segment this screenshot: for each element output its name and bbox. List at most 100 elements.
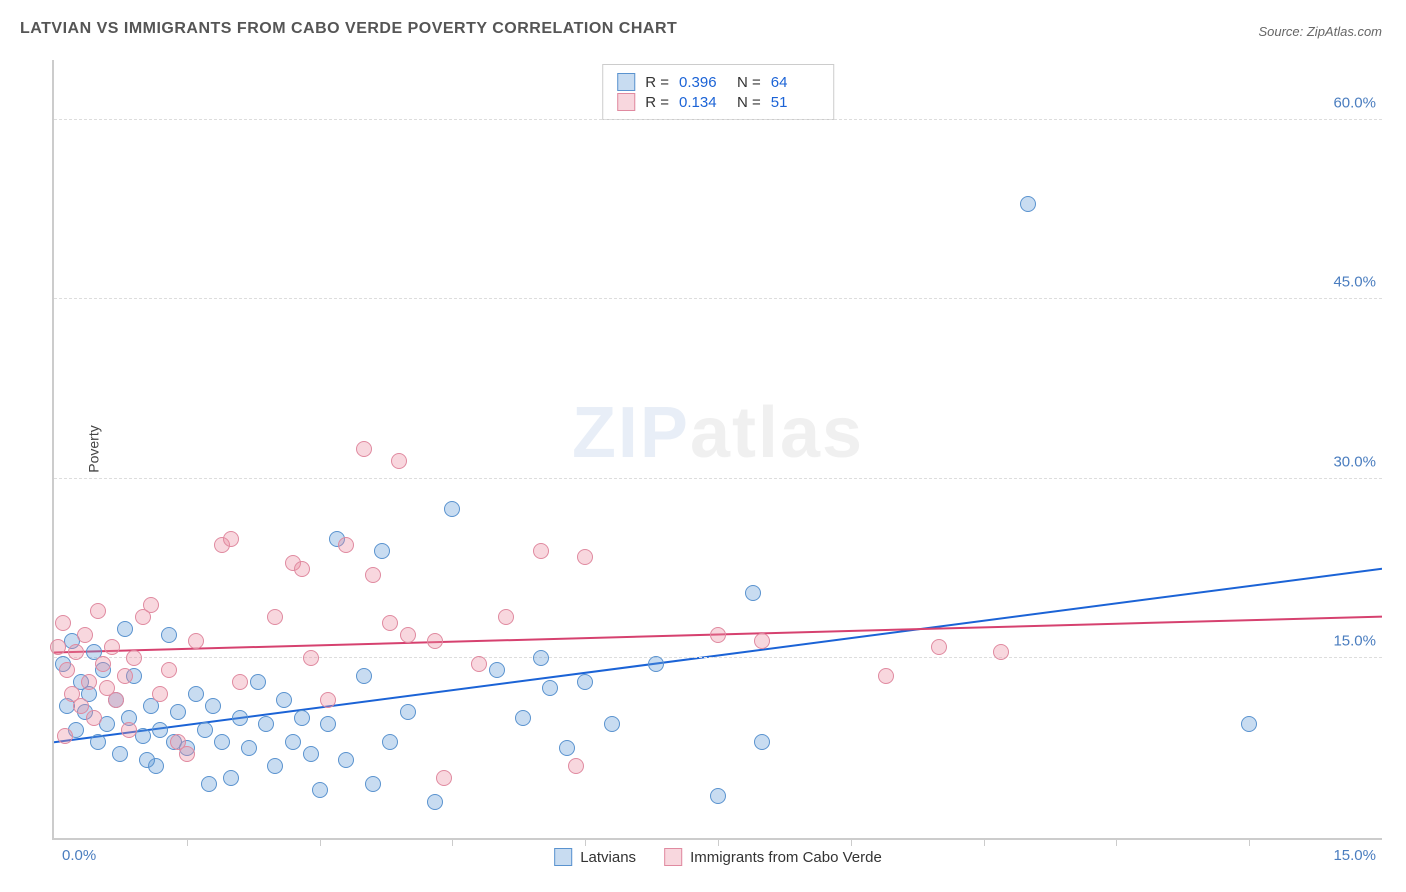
scatter-point: [356, 668, 372, 684]
scatter-point: [515, 710, 531, 726]
legend-stats-box: R = 0.396 N = 64 R = 0.134 N = 51: [602, 64, 834, 120]
scatter-point: [95, 656, 111, 672]
scatter-point: [108, 692, 124, 708]
x-tick: [1116, 838, 1117, 846]
watermark-zip: ZIP: [572, 393, 690, 473]
scatter-point: [1241, 716, 1257, 732]
watermark-atlas: atlas: [690, 393, 864, 473]
x-tick: [851, 838, 852, 846]
scatter-point: [365, 776, 381, 792]
n-value: 51: [771, 94, 819, 111]
scatter-point: [303, 746, 319, 762]
scatter-point: [577, 549, 593, 565]
scatter-point: [152, 722, 168, 738]
scatter-point: [320, 692, 336, 708]
scatter-point: [170, 704, 186, 720]
scatter-point: [143, 597, 159, 613]
scatter-point: [294, 561, 310, 577]
scatter-point: [188, 686, 204, 702]
watermark-logo: ZIPatlas: [572, 392, 864, 474]
scatter-point: [121, 722, 137, 738]
scatter-point: [223, 531, 239, 547]
scatter-point: [745, 585, 761, 601]
scatter-point: [436, 770, 452, 786]
legend-stats-row: R = 0.396 N = 64: [617, 73, 819, 91]
scatter-point: [267, 758, 283, 774]
x-axis-max-label: 15.0%: [1333, 847, 1376, 864]
n-value: 64: [771, 74, 819, 91]
scatter-point: [57, 728, 73, 744]
scatter-point: [90, 603, 106, 619]
scatter-point: [533, 650, 549, 666]
scatter-point: [112, 746, 128, 762]
y-tick-label: 60.0%: [1333, 94, 1376, 111]
scatter-point: [931, 639, 947, 655]
scatter-point: [604, 716, 620, 732]
x-tick: [585, 838, 586, 846]
scatter-point: [90, 734, 106, 750]
scatter-point: [754, 734, 770, 750]
trend-overlay: [54, 60, 1382, 838]
r-value: 0.396: [679, 74, 727, 91]
scatter-point: [77, 627, 93, 643]
scatter-point: [878, 668, 894, 684]
scatter-point: [993, 644, 1009, 660]
scatter-point: [232, 674, 248, 690]
x-tick: [320, 838, 321, 846]
swatch-icon: [617, 93, 635, 111]
x-tick: [1249, 838, 1250, 846]
scatter-point: [152, 686, 168, 702]
trend-line: [54, 569, 1382, 743]
scatter-point: [338, 537, 354, 553]
swatch-icon: [664, 848, 682, 866]
scatter-point: [320, 716, 336, 732]
plot-area: Poverty ZIPatlas R = 0.396 N = 64 R = 0.…: [52, 60, 1382, 840]
scatter-point: [50, 639, 66, 655]
scatter-point: [365, 567, 381, 583]
legend-stats-row: R = 0.134 N = 51: [617, 93, 819, 111]
scatter-point: [161, 662, 177, 678]
scatter-point: [241, 740, 257, 756]
scatter-point: [188, 633, 204, 649]
scatter-point: [382, 615, 398, 631]
n-label: N =: [737, 94, 761, 111]
scatter-point: [117, 621, 133, 637]
scatter-point: [444, 501, 460, 517]
n-label: N =: [737, 74, 761, 91]
scatter-point: [205, 698, 221, 714]
scatter-point: [754, 633, 770, 649]
scatter-point: [400, 627, 416, 643]
scatter-point: [471, 656, 487, 672]
scatter-point: [1020, 196, 1036, 212]
x-tick: [452, 838, 453, 846]
y-axis-label: Poverty: [86, 425, 102, 472]
scatter-point: [559, 740, 575, 756]
scatter-point: [577, 674, 593, 690]
chart-title: LATVIAN VS IMMIGRANTS FROM CABO VERDE PO…: [20, 20, 677, 38]
scatter-point: [73, 698, 89, 714]
scatter-point: [303, 650, 319, 666]
legend-label: Latvians: [580, 849, 636, 866]
y-tick-label: 45.0%: [1333, 274, 1376, 291]
scatter-point: [285, 734, 301, 750]
r-label: R =: [645, 74, 669, 91]
x-tick: [187, 838, 188, 846]
scatter-point: [232, 710, 248, 726]
x-tick: [718, 838, 719, 846]
scatter-point: [276, 692, 292, 708]
scatter-point: [179, 746, 195, 762]
x-tick: [984, 838, 985, 846]
source-attribution: Source: ZipAtlas.com: [1258, 24, 1382, 39]
scatter-point: [391, 453, 407, 469]
scatter-point: [201, 776, 217, 792]
scatter-point: [68, 644, 84, 660]
scatter-point: [81, 674, 97, 690]
scatter-point: [427, 633, 443, 649]
grid-line: [54, 298, 1382, 299]
scatter-point: [258, 716, 274, 732]
grid-line: [54, 657, 1382, 658]
r-label: R =: [645, 94, 669, 111]
legend-bottom: Latvians Immigrants from Cabo Verde: [554, 848, 882, 866]
scatter-point: [86, 710, 102, 726]
scatter-point: [59, 662, 75, 678]
